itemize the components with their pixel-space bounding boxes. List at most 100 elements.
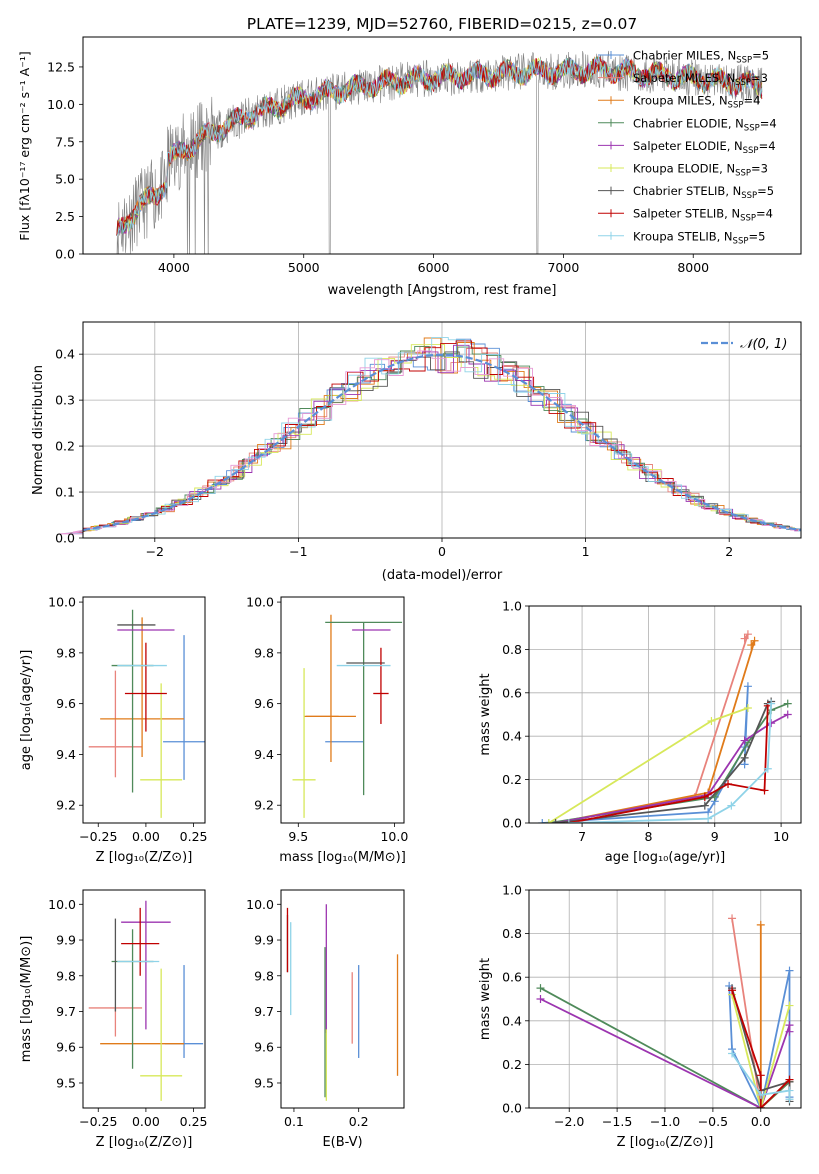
panel-axes-frame bbox=[82, 596, 206, 824]
mass-weight-marker bbox=[783, 699, 792, 708]
mass-weight-marker bbox=[536, 995, 545, 1003]
spectrum-y-tick-label: 0.0 bbox=[55, 247, 75, 262]
panel-x-tick-label: −0.5 bbox=[698, 1114, 728, 1129]
mass-weight-marker bbox=[743, 703, 752, 712]
spectrum-y-ticks: 0.0 2.5 5.0 7.5 10.0 12.5 bbox=[47, 59, 83, 262]
panel-y-tick-label: 10.0 bbox=[48, 595, 76, 610]
panel-x-tick-label: 9 bbox=[711, 829, 719, 844]
normal-curve-line bbox=[82, 353, 802, 531]
residual-histogram-step bbox=[65, 337, 801, 534]
panel-y-tick-label: 9.5 bbox=[56, 1075, 76, 1090]
spectrum-x-ticks: 4000 5000 6000 7000 8000 bbox=[158, 254, 709, 275]
panel-y-tick-label: 0.0 bbox=[502, 1101, 522, 1116]
panel-marks bbox=[286, 904, 399, 1101]
spectrum-ylabel: Flux [fλ10⁻¹⁷ erg cm⁻² s⁻¹ A⁻¹] bbox=[17, 51, 32, 240]
mass-vs-metallicity-panel: −0.25 0.00 0.25 9.5 9.6 9.7 9.8 9.9 10.0 Z [log₁₀… bbox=[19, 889, 207, 1150]
panel-y-tick-label: 1.0 bbox=[502, 599, 522, 614]
residual-histogram-step bbox=[71, 351, 801, 534]
mass-weight-marker bbox=[544, 819, 553, 823]
panel-axes-frame bbox=[280, 596, 405, 824]
mass-weight-line bbox=[548, 702, 789, 823]
panel-y-tick-label: 9.6 bbox=[254, 696, 274, 711]
panel-x-tick-label: 0.1 bbox=[284, 1114, 304, 1129]
residual-panel: −2 −1 0 1 2 0.0 0.1 0.2 0.3 0.4 (data-model)/err… bbox=[31, 321, 802, 583]
panel-y-tick-label: 9.7 bbox=[56, 1004, 76, 1019]
panel-y-tick-label: 9.8 bbox=[254, 645, 274, 660]
panel-y-tick-label: 9.2 bbox=[254, 798, 274, 813]
panel-x-tick-label: 9.5 bbox=[288, 829, 308, 844]
mass-weight-line bbox=[542, 686, 749, 823]
residual-x-ticks: −2 −1 0 1 2 bbox=[146, 538, 733, 559]
panel-marks bbox=[536, 914, 794, 1108]
mass-weight-marker bbox=[785, 1075, 794, 1084]
panel-x-tick-label: −1.5 bbox=[602, 1114, 632, 1129]
spectrum-x-tick-label: 8000 bbox=[677, 260, 709, 275]
panel-y-tick-label: 0.4 bbox=[502, 1013, 522, 1028]
panel-ylabel: mass [log₁₀(M/M⊙)] bbox=[19, 936, 34, 1063]
panel-x-tick-label: 0.2 bbox=[349, 1114, 369, 1129]
residual-x-tick-label: −1 bbox=[289, 544, 307, 559]
residual-y-tick-label: 0.1 bbox=[55, 485, 75, 500]
panel-axes-frame bbox=[280, 889, 405, 1109]
panel-xlabel: Z [log₁₀(Z/Z⊙)] bbox=[617, 1135, 714, 1150]
spectrum-legend-label: Salpeter MILES, NSSP=3 bbox=[633, 71, 768, 88]
panel-x-tick-label: −1.0 bbox=[650, 1114, 680, 1129]
spectrum-plot-area bbox=[116, 50, 763, 254]
panel-y-tick-label: 9.7 bbox=[254, 1004, 274, 1019]
panel-x-tick-label: 8 bbox=[644, 829, 652, 844]
panel-y-tick-label: 10.0 bbox=[246, 595, 274, 610]
mass-weight-marker bbox=[707, 717, 716, 726]
mass-weight-marker bbox=[760, 786, 769, 795]
panel-x-tick-label: 0.0 bbox=[751, 1114, 771, 1129]
panel-x-tick-label: 0.25 bbox=[180, 829, 208, 844]
panel-axes-frame bbox=[528, 605, 802, 824]
mass-weight-marker bbox=[536, 984, 545, 993]
mass-weight-marker bbox=[740, 736, 749, 745]
panel-y-tick-label: 0.6 bbox=[502, 970, 522, 985]
panel-ylabel: age [log₁₀(age/yr)] bbox=[19, 650, 34, 771]
mass-weight-marker bbox=[750, 636, 759, 645]
spectrum-y-tick-label: 10.0 bbox=[47, 97, 75, 112]
spectrum-legend-label: Chabrier ELODIE, NSSP=4 bbox=[633, 116, 777, 133]
mass-weight-marker bbox=[785, 1095, 794, 1104]
spectrum-x-tick-label: 6000 bbox=[418, 260, 450, 275]
mass-weight-marker bbox=[785, 1001, 794, 1010]
residual-legend: 𝒩(0, 1) bbox=[701, 337, 787, 352]
mass-weight-marker bbox=[743, 682, 752, 691]
mass-weight-line bbox=[555, 713, 789, 823]
panel-y-tick-label: 9.9 bbox=[56, 933, 76, 948]
panel-y-tick-label: 0.2 bbox=[502, 1057, 522, 1072]
residual-x-tick-label: 1 bbox=[582, 544, 590, 559]
mass-weight-line bbox=[568, 705, 769, 823]
residual-y-tick-label: 0.2 bbox=[55, 439, 75, 454]
mass-weight-marker bbox=[700, 792, 709, 801]
panel-x-tick-label: 10.0 bbox=[380, 829, 408, 844]
mass-weight-marker bbox=[767, 699, 776, 708]
spectrum-y-tick-label: 12.5 bbox=[47, 59, 75, 74]
mass-weight-marker bbox=[756, 1071, 765, 1080]
panel-y-tick-label: 9.2 bbox=[56, 798, 76, 813]
mass-weight-marker bbox=[538, 819, 547, 823]
spectrum-y-tick-label: 5.0 bbox=[55, 172, 75, 187]
spectrum-legend-label: Salpeter STELIB, NSSP=4 bbox=[633, 207, 773, 224]
spectrum-legend-label: Chabrier STELIB, NSSP=5 bbox=[633, 184, 774, 201]
residual-y-ticks: 0.0 0.1 0.2 0.3 0.4 bbox=[55, 347, 83, 546]
panel-y-tick-label: 0.8 bbox=[502, 926, 522, 941]
panel-marks bbox=[292, 614, 403, 818]
residual-y-tick-label: 0.3 bbox=[55, 393, 75, 408]
panel-x-tick-label: 0.00 bbox=[132, 1114, 160, 1129]
panel-y-tick-label: 9.6 bbox=[56, 1040, 76, 1055]
mass-vs-ebv-panel: 0.1 0.2 9.5 9.6 9.7 9.8 9.9 10.0 E(B-V) bbox=[246, 889, 405, 1150]
panel-marks bbox=[88, 609, 205, 818]
panel-y-tick-label: 9.5 bbox=[254, 1075, 274, 1090]
residual-histogram-step bbox=[80, 344, 801, 533]
panel-y-tick-label: 0.6 bbox=[502, 685, 522, 700]
panel-y-tick-label: 9.4 bbox=[56, 747, 76, 762]
mass-weight-marker bbox=[747, 641, 756, 650]
mass-weight-marker bbox=[756, 1104, 765, 1108]
panel-x-tick-label: 7 bbox=[578, 829, 586, 844]
mass-weight-marker bbox=[724, 779, 733, 788]
mass-weight-line bbox=[555, 640, 756, 823]
panel-y-tick-label: 9.4 bbox=[254, 747, 274, 762]
panel-x-tick-label: −2.0 bbox=[554, 1114, 584, 1129]
